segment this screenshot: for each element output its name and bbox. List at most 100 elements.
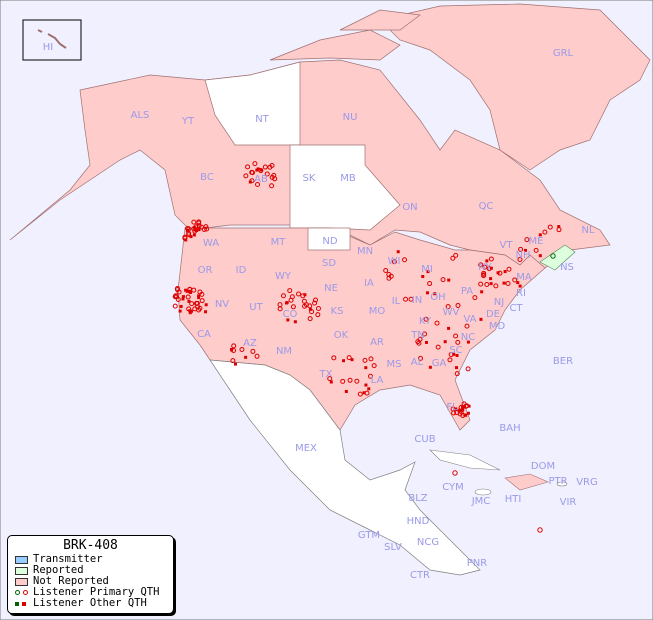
circle-icon bbox=[15, 590, 33, 595]
region-label-slv: SLV bbox=[384, 542, 402, 553]
region-hawaii bbox=[37, 29, 67, 49]
listener-primary-qth bbox=[453, 252, 459, 258]
listener-other-qth bbox=[433, 292, 437, 296]
region-label-nm: NM bbox=[276, 346, 292, 357]
listener-other-qth bbox=[496, 271, 500, 275]
listener-primary-qth bbox=[307, 316, 313, 322]
listener-primary-qth bbox=[542, 229, 548, 235]
listener-other-qth bbox=[244, 355, 248, 359]
listener-primary-qth bbox=[315, 305, 321, 311]
region-label-on: ON bbox=[402, 202, 417, 213]
region-label-bah: BAH bbox=[499, 423, 520, 434]
listener-primary-qth bbox=[482, 264, 488, 270]
listener-primary-qth bbox=[454, 410, 460, 416]
region-label-nt: NT bbox=[255, 114, 269, 125]
listener-other-qth bbox=[557, 225, 561, 229]
region-label-or: OR bbox=[198, 265, 213, 276]
listener-other-qth bbox=[443, 340, 447, 344]
listener-primary-qth bbox=[315, 312, 321, 318]
region-label-ks: KS bbox=[331, 306, 344, 317]
swatch-reported bbox=[15, 566, 28, 575]
region-label-il: IL bbox=[392, 296, 401, 307]
listener-other-qth bbox=[230, 348, 234, 352]
listener-primary-qth bbox=[367, 373, 373, 379]
listener-primary-qth bbox=[435, 344, 441, 350]
region-label-mb: MB bbox=[340, 173, 356, 184]
listener-other-qth bbox=[421, 274, 425, 278]
listener-other-qth bbox=[523, 248, 527, 252]
listener-primary-qth bbox=[277, 306, 283, 312]
listener-other-qth bbox=[178, 309, 182, 313]
listener-primary-qth bbox=[296, 291, 302, 297]
listener-primary-qth bbox=[434, 320, 440, 326]
legend-label: Reported bbox=[33, 564, 84, 576]
region-label-nl: NL bbox=[581, 225, 594, 236]
listener-primary-qth bbox=[250, 348, 256, 354]
listener-other-qth bbox=[518, 284, 522, 288]
region-label-tn: TN bbox=[410, 330, 425, 341]
listener-other-qth bbox=[234, 362, 238, 366]
listener-primary-qth bbox=[197, 289, 203, 295]
region-label-ct: CT bbox=[509, 303, 523, 314]
listener-other-qth bbox=[489, 277, 493, 281]
listener-primary-qth bbox=[402, 257, 408, 263]
region-label-de: DE bbox=[486, 309, 500, 320]
listener-primary-qth bbox=[327, 376, 333, 382]
region-label-jmc: JMC bbox=[471, 496, 491, 507]
listener-primary-qth bbox=[303, 302, 309, 308]
region-label-ma: MA bbox=[516, 272, 532, 283]
region-label-wy: WY bbox=[275, 271, 292, 282]
listener-primary-qth bbox=[185, 225, 191, 231]
region-label-co: CO bbox=[283, 309, 298, 320]
listener-other-qth bbox=[329, 380, 333, 384]
listener-primary-qth bbox=[357, 391, 363, 397]
listener-other-qth bbox=[428, 365, 432, 369]
listener-primary-qth bbox=[182, 235, 188, 241]
listener-primary-qth bbox=[203, 224, 209, 230]
region-label-ny: NY bbox=[478, 262, 492, 273]
listener-other-qth bbox=[489, 282, 493, 286]
listener-primary-qth bbox=[455, 302, 461, 308]
listener-primary-qth bbox=[174, 294, 180, 300]
listener-other-qth bbox=[396, 250, 400, 254]
listener-other-qth bbox=[489, 266, 493, 270]
region-mexico bbox=[209, 359, 481, 576]
region-label-ns: NS bbox=[560, 262, 574, 273]
listener-other-qth bbox=[181, 295, 185, 299]
listener-other-qth bbox=[188, 309, 192, 313]
listener-primary-qth bbox=[518, 246, 524, 252]
listener-primary-qth bbox=[440, 277, 446, 283]
legend-item-transmitter: Transmitter bbox=[8, 554, 173, 565]
listener-primary-qth bbox=[445, 304, 451, 310]
region-label-mn: MN bbox=[357, 246, 373, 257]
listener-primary-qth bbox=[289, 294, 295, 300]
listener-primary-qth bbox=[450, 255, 456, 261]
region-nt bbox=[204, 61, 301, 146]
listener-primary-qth bbox=[252, 161, 258, 167]
hawaii-inset bbox=[22, 19, 82, 61]
listener-primary-qth bbox=[451, 410, 457, 416]
listener-primary-qth bbox=[512, 277, 518, 283]
listener-other-qth bbox=[204, 303, 208, 307]
region-label-qc: QC bbox=[479, 201, 494, 212]
listener-other-qth bbox=[344, 389, 348, 393]
listener-primary-qth bbox=[280, 293, 286, 299]
listener-primary-qth bbox=[465, 366, 471, 372]
listener-other-qth bbox=[367, 387, 371, 391]
legend-label: Listener Other QTH bbox=[33, 597, 147, 609]
listener-primary-qth bbox=[533, 247, 539, 253]
listener-primary-qth bbox=[269, 163, 275, 169]
listener-primary-qth bbox=[388, 273, 394, 279]
region-ns bbox=[539, 244, 576, 271]
listener-primary-qth bbox=[231, 343, 237, 349]
listener-other-qth bbox=[452, 352, 456, 356]
listener-primary-qth bbox=[427, 281, 433, 287]
legend-label: Transmitter bbox=[33, 553, 103, 565]
region-label-nd: ND bbox=[322, 236, 337, 247]
region-label-ber: BER bbox=[553, 356, 573, 367]
region-label-sd: SD bbox=[322, 258, 336, 269]
region-hispaniola bbox=[504, 473, 549, 491]
listener-other-qth bbox=[184, 288, 188, 292]
legend: BRK-408 Transmitter Reported Not Reporte… bbox=[7, 535, 174, 614]
listener-other-qth bbox=[463, 413, 467, 417]
